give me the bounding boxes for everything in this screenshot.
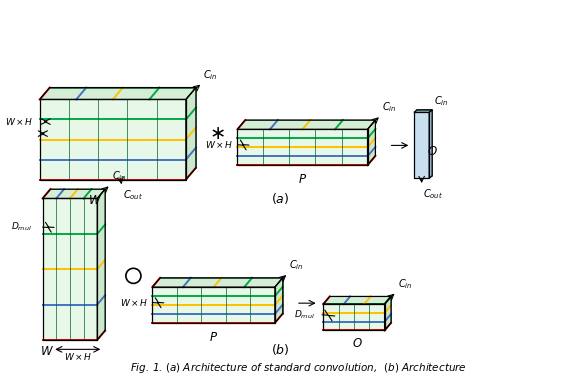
Text: $C_{in}$: $C_{in}$ <box>290 258 304 272</box>
Text: $D_{mul}$: $D_{mul}$ <box>294 309 315 321</box>
Text: $(a)$: $(a)$ <box>271 191 290 206</box>
Text: $P$: $P$ <box>298 173 307 186</box>
Polygon shape <box>429 110 432 178</box>
Polygon shape <box>384 297 391 331</box>
Polygon shape <box>323 297 391 304</box>
Polygon shape <box>186 88 196 180</box>
Polygon shape <box>238 129 368 165</box>
Text: $W \times H$: $W \times H$ <box>205 139 234 150</box>
Polygon shape <box>275 278 283 323</box>
Text: $O$: $O$ <box>427 145 438 159</box>
Polygon shape <box>152 278 283 287</box>
Text: $W \times H$: $W \times H$ <box>64 352 92 362</box>
Text: $C_{in}$: $C_{in}$ <box>203 68 218 82</box>
Polygon shape <box>368 120 376 165</box>
Text: $W$: $W$ <box>88 194 102 207</box>
Text: $O$: $O$ <box>352 337 362 350</box>
Polygon shape <box>43 189 105 199</box>
Text: $C_{out}$: $C_{out}$ <box>123 188 143 202</box>
Text: $P$: $P$ <box>209 331 218 344</box>
Polygon shape <box>152 287 275 323</box>
Polygon shape <box>238 120 376 129</box>
Polygon shape <box>323 304 384 331</box>
Text: $W$: $W$ <box>40 345 54 358</box>
Text: Fig. 1. $(a)$ Architecture of standard convolution,  $(b)$ Architecture: Fig. 1. $(a)$ Architecture of standard c… <box>129 361 466 374</box>
Text: $W \times H$: $W \times H$ <box>5 116 33 127</box>
Text: $C_{out}$: $C_{out}$ <box>423 187 443 201</box>
Text: $W \times H$: $W \times H$ <box>120 297 149 308</box>
Text: $C_{in}$: $C_{in}$ <box>112 170 126 184</box>
Polygon shape <box>414 110 432 112</box>
Polygon shape <box>414 112 429 178</box>
Text: $C_{in}$: $C_{in}$ <box>434 94 449 108</box>
Text: $\ast$: $\ast$ <box>209 124 225 143</box>
Text: $(b)$: $(b)$ <box>271 342 290 357</box>
Polygon shape <box>40 88 196 99</box>
Polygon shape <box>97 189 105 340</box>
Polygon shape <box>43 199 97 340</box>
Polygon shape <box>40 99 186 180</box>
Text: $C_{in}$: $C_{in}$ <box>382 101 397 114</box>
Text: $D_{mul}$: $D_{mul}$ <box>12 221 32 233</box>
Text: $C_{in}$: $C_{in}$ <box>398 277 412 291</box>
